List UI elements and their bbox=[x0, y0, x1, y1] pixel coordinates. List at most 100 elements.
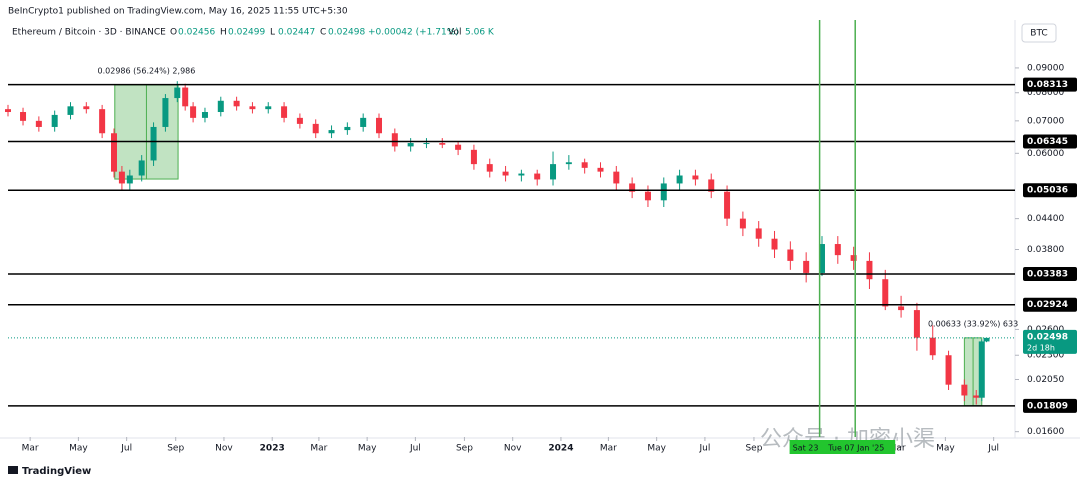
candle-body bbox=[929, 337, 936, 356]
vertical-line-label: Sat 23 bbox=[793, 444, 819, 453]
measure-label: 0.00633 (33.92%) 633 bbox=[928, 319, 1018, 328]
candle-body bbox=[111, 133, 117, 172]
candle-body bbox=[866, 260, 873, 280]
x-tick-label: 2023 bbox=[260, 444, 285, 454]
measure-label: 0.02986 (56.24%) 2,986 bbox=[98, 66, 196, 75]
candle-body bbox=[470, 149, 477, 165]
candle-body bbox=[818, 244, 825, 273]
candle-body bbox=[518, 173, 525, 176]
level-tag bbox=[1023, 183, 1077, 198]
level-label: 0.01809 bbox=[1027, 401, 1068, 411]
last-price-label: 0.02498 bbox=[1027, 332, 1068, 342]
candle-body bbox=[376, 117, 382, 134]
candle-body bbox=[534, 173, 541, 180]
ohlc-key: H bbox=[220, 28, 227, 38]
candle-body bbox=[35, 120, 42, 127]
candle-body bbox=[983, 337, 990, 342]
y-tick-label: 0.02300 bbox=[1027, 351, 1064, 361]
candle-body bbox=[898, 306, 905, 311]
level-label: 0.05036 bbox=[1027, 186, 1068, 196]
candle-body bbox=[771, 238, 778, 250]
x-tick-label: Jul bbox=[698, 444, 710, 454]
candle-body bbox=[486, 164, 493, 172]
ohlc-value: 0.02499 bbox=[228, 28, 265, 38]
candle-body bbox=[249, 106, 256, 110]
candle-body bbox=[913, 310, 920, 338]
y-tick-label: 0.06000 bbox=[1027, 149, 1064, 159]
x-tick-label: Nov bbox=[504, 444, 522, 454]
candle-body bbox=[344, 126, 351, 131]
y-tick-label: 0.02050 bbox=[1027, 375, 1064, 385]
candle-body bbox=[190, 106, 197, 118]
candle-body bbox=[83, 106, 90, 110]
level-tag bbox=[1023, 398, 1077, 413]
candle-body bbox=[407, 143, 414, 147]
candle-body bbox=[629, 183, 636, 192]
level-tag bbox=[1023, 134, 1077, 149]
candle-body bbox=[676, 175, 683, 184]
candle-body bbox=[973, 395, 980, 398]
x-tick-label: May bbox=[358, 444, 377, 454]
x-tick-label: Jul bbox=[987, 444, 999, 454]
candle-body bbox=[423, 143, 430, 145]
x-tick-label: May bbox=[647, 444, 666, 454]
level-label: 0.08313 bbox=[1027, 80, 1068, 90]
candle-body bbox=[296, 117, 303, 124]
y-tick-label: 0.08000 bbox=[1027, 88, 1064, 98]
candle-body bbox=[265, 106, 272, 110]
y-tick-label: 0.03800 bbox=[1027, 245, 1064, 255]
currency-button[interactable] bbox=[1021, 23, 1057, 43]
candle-body bbox=[550, 164, 557, 180]
candle-body bbox=[803, 260, 810, 273]
ohlc-key: O bbox=[170, 28, 177, 38]
x-tick-label: May bbox=[936, 444, 955, 454]
level-tag bbox=[1023, 266, 1077, 281]
ohlc-legend: O 0.02456 H 0.02499 L 0.02447 C 0.02498 +0.00042… bbox=[170, 28, 495, 38]
candle-body bbox=[51, 114, 58, 127]
candle-body bbox=[67, 106, 74, 115]
candle-body bbox=[945, 355, 952, 385]
volume-key: Vol bbox=[448, 28, 461, 38]
level-label: 0.02924 bbox=[1027, 300, 1068, 310]
candle-body bbox=[162, 98, 169, 127]
candle-body bbox=[502, 171, 509, 176]
x-tick-label: Jul bbox=[120, 444, 132, 454]
x-tick-label: Jul bbox=[409, 444, 421, 454]
candle-body bbox=[360, 117, 367, 127]
y-tick-label: 0.07000 bbox=[1027, 116, 1064, 126]
candle-body bbox=[182, 87, 189, 107]
y-tick-label: 0.04400 bbox=[1027, 214, 1064, 224]
published-line: BeInCrypto1 published on TradingView.com… bbox=[8, 7, 348, 17]
countdown: 2d 18h bbox=[1027, 343, 1055, 352]
x-tick-label: Sep bbox=[745, 444, 762, 454]
candle-body bbox=[233, 100, 240, 107]
x-tick-label: Sep bbox=[456, 444, 473, 454]
candle-body bbox=[644, 191, 651, 201]
level-label: 0.03383 bbox=[1027, 269, 1068, 279]
currency[interactable]: BTC bbox=[1030, 29, 1047, 39]
candle-body bbox=[660, 183, 667, 201]
candle-body bbox=[850, 255, 857, 261]
candle-body bbox=[150, 126, 157, 161]
x-tick-label: Mar bbox=[22, 444, 39, 454]
candle-body bbox=[20, 112, 27, 121]
footer-brand: TradingView bbox=[22, 466, 91, 477]
candle-body bbox=[118, 171, 125, 184]
candle-body bbox=[439, 143, 446, 145]
vertical-line-label: Tue 07 Jan '25 bbox=[827, 444, 884, 453]
candle-body bbox=[126, 175, 133, 184]
candle-body bbox=[882, 279, 889, 307]
candle-body bbox=[217, 100, 224, 113]
candle-body bbox=[724, 191, 731, 219]
candle-body bbox=[138, 160, 145, 176]
date-tag-bg bbox=[825, 440, 896, 454]
candle-body bbox=[281, 106, 288, 118]
x-tick-label: May bbox=[69, 444, 88, 454]
candle-body bbox=[99, 109, 106, 134]
candle-body bbox=[961, 384, 968, 396]
ohlc-value: 0.02456 bbox=[178, 28, 215, 38]
x-tick-label: 2024 bbox=[548, 444, 573, 454]
candle-body bbox=[201, 112, 208, 118]
